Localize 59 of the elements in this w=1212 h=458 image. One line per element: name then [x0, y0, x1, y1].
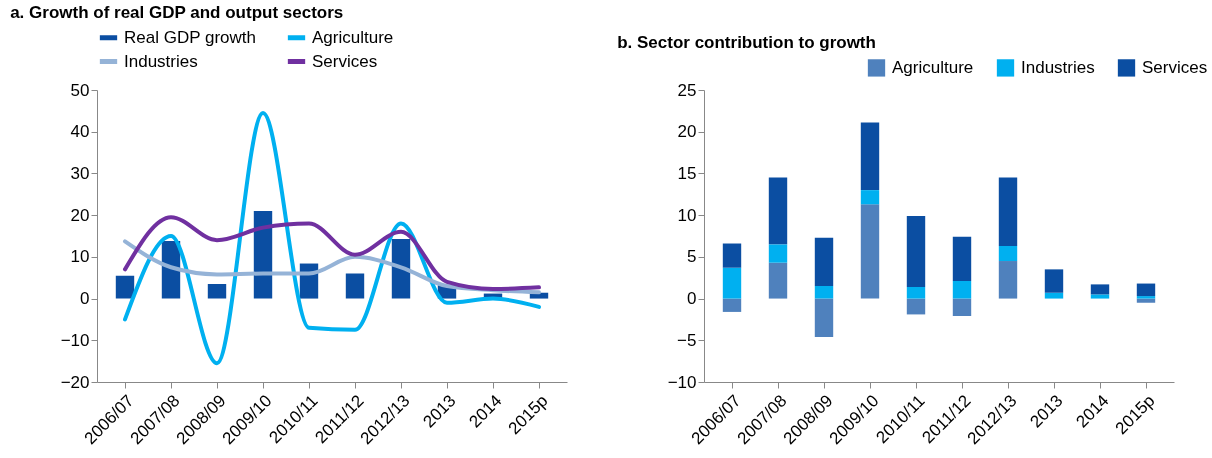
y-tick-label: −10	[667, 372, 697, 392]
y-tick-label: 20	[70, 205, 90, 225]
legend-label: Real GDP growth	[124, 27, 256, 47]
bar	[952, 281, 972, 299]
y-tick-label: 10	[70, 247, 90, 267]
legend-label: Services	[1142, 57, 1208, 77]
y-tick-label: −5	[677, 330, 697, 350]
bar	[722, 267, 742, 299]
y-tick-label: 0	[687, 289, 697, 309]
bar	[722, 243, 742, 268]
y-tick-label: −10	[60, 330, 90, 350]
y-tick-label: 10	[677, 205, 697, 225]
line-series	[123, 110, 541, 366]
bar	[722, 298, 742, 312]
bar	[207, 283, 227, 299]
y-tick-label: 0	[80, 289, 90, 309]
y-tick-label: 15	[677, 163, 697, 183]
line-series	[123, 215, 541, 291]
bar	[1136, 283, 1156, 297]
y-tick-label: 25	[677, 80, 697, 100]
bar	[998, 177, 1018, 247]
legend-label: Services	[312, 51, 378, 71]
bar	[345, 273, 365, 299]
y-tick-label: −20	[60, 372, 90, 392]
bar	[1044, 269, 1064, 293]
bar	[906, 298, 926, 315]
bar	[814, 298, 834, 337]
chart-title: b. Sector contribution to growth	[617, 33, 876, 52]
bar	[768, 177, 788, 245]
y-tick-label: 20	[677, 122, 697, 142]
bar	[768, 262, 788, 299]
bar	[998, 246, 1018, 262]
bar	[998, 261, 1018, 299]
bar	[860, 204, 880, 299]
legend-label: Industries	[1021, 57, 1095, 77]
bar	[115, 275, 135, 299]
bar	[952, 298, 972, 317]
bar	[768, 244, 788, 263]
bar	[860, 190, 880, 205]
bar	[391, 238, 411, 299]
bar	[1136, 298, 1156, 303]
y-tick-label: 5	[687, 247, 697, 267]
legend-label: Agriculture	[312, 27, 394, 47]
bar	[906, 215, 926, 287]
legend-label: Industries	[124, 51, 198, 71]
y-tick-label: 30	[70, 163, 90, 183]
bar	[860, 122, 880, 191]
bar	[906, 286, 926, 299]
legend-label: Agriculture	[892, 57, 974, 77]
chart-title: a. Growth of real GDP and output sectors	[10, 3, 344, 22]
y-tick-label: 40	[70, 122, 90, 142]
bar	[814, 286, 834, 299]
bar	[1090, 284, 1110, 295]
bar	[814, 237, 834, 287]
bar	[1136, 296, 1156, 299]
bar	[1044, 292, 1064, 299]
bar	[1090, 294, 1110, 299]
bar	[952, 236, 972, 282]
y-tick-label: 50	[70, 80, 90, 100]
